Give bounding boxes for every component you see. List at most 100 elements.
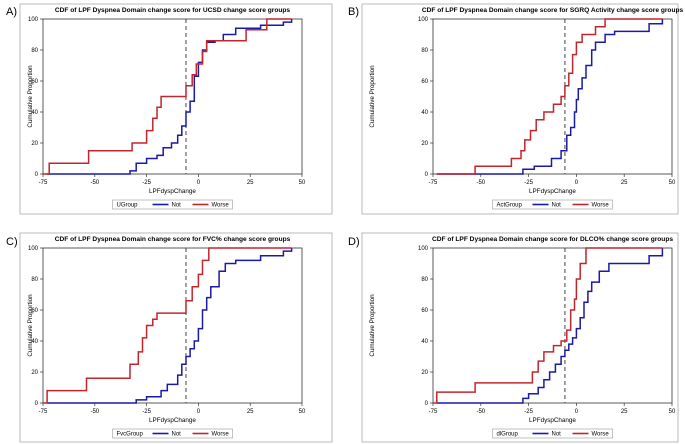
y-tick-label: 60 bbox=[421, 79, 428, 85]
x-tick-label: 0 bbox=[575, 409, 579, 415]
legend-label-not: Not bbox=[172, 432, 182, 438]
y-tick-label: 100 bbox=[28, 17, 39, 23]
series-not-line bbox=[47, 248, 293, 404]
y-tick-label: 80 bbox=[31, 48, 38, 54]
series-worse-line bbox=[436, 18, 663, 175]
y-axis-label: Cumulative Proportion bbox=[369, 294, 376, 357]
legend-title: ActGroup bbox=[497, 203, 523, 209]
x-tick-label: -75 bbox=[429, 409, 438, 415]
legend-label-not: Not bbox=[552, 203, 562, 209]
legend-label-worse: Worse bbox=[592, 432, 610, 438]
y-axis-label: Cumulative Proportion bbox=[27, 65, 34, 128]
plot-area bbox=[432, 18, 673, 175]
x-tick-label: -25 bbox=[524, 180, 533, 186]
x-tick-label: -25 bbox=[524, 409, 533, 415]
x-tick-label: 0 bbox=[197, 409, 201, 415]
y-tick-label: 20 bbox=[31, 141, 38, 147]
y-tick-label: 20 bbox=[421, 141, 428, 147]
series-worse-line bbox=[43, 18, 292, 175]
legend-label-worse: Worse bbox=[212, 432, 230, 438]
x-tick-label: 0 bbox=[575, 180, 579, 186]
y-tick-label: 60 bbox=[31, 308, 38, 314]
chart-title: CDF of LPF Dyspnea Domain change score f… bbox=[55, 236, 291, 243]
panel-frame bbox=[19, 232, 333, 443]
plot-area bbox=[432, 247, 673, 404]
chart-title: CDF of LPF Dyspnea Domain change score f… bbox=[422, 7, 684, 14]
chart-title: CDF of LPF Dyspnea Domain change score f… bbox=[432, 236, 673, 243]
chart-panel-3: CDF of LPF Dyspnea Domain change score f… bbox=[19, 232, 333, 443]
x-tick-label: -50 bbox=[476, 180, 485, 186]
plot-area bbox=[42, 247, 303, 404]
series-not-line bbox=[436, 248, 664, 404]
x-tick-label: 0 bbox=[197, 180, 201, 186]
y-tick-label: 0 bbox=[425, 172, 429, 178]
legend-title: FvcGroup bbox=[117, 432, 144, 438]
y-tick-label: 40 bbox=[31, 110, 38, 116]
y-tick-label: 0 bbox=[425, 401, 429, 407]
x-axis-label: LPFdyspChange bbox=[529, 417, 576, 424]
x-tick-label: -50 bbox=[90, 180, 99, 186]
x-tick-label: -75 bbox=[39, 180, 48, 186]
legend-title: UGroup bbox=[117, 203, 139, 209]
panel-frame bbox=[19, 3, 333, 215]
chart-panel-4: CDF of LPF Dyspnea Domain change score f… bbox=[361, 232, 679, 443]
y-tick-label: 100 bbox=[418, 17, 429, 23]
legend-box bbox=[112, 199, 233, 210]
y-tick-label: 40 bbox=[421, 110, 428, 116]
x-tick-label: 25 bbox=[247, 409, 254, 415]
series-not-line bbox=[47, 19, 293, 175]
legend-title: dlGroup bbox=[497, 432, 519, 438]
y-tick-label: 0 bbox=[35, 401, 39, 407]
y-tick-label: 20 bbox=[421, 370, 428, 376]
x-tick-label: 50 bbox=[669, 180, 676, 186]
x-tick-label: 50 bbox=[299, 409, 306, 415]
chart-panel-2: CDF of LPF Dyspnea Domain change score f… bbox=[361, 3, 684, 215]
y-tick-label: 100 bbox=[418, 246, 429, 252]
y-tick-label: 40 bbox=[31, 339, 38, 345]
y-tick-label: 80 bbox=[421, 277, 428, 283]
legend-label-worse: Worse bbox=[212, 203, 230, 209]
x-tick-label: 25 bbox=[621, 409, 628, 415]
y-tick-label: 100 bbox=[28, 246, 39, 252]
legend-label-worse: Worse bbox=[592, 203, 610, 209]
x-axis-label: LPFdyspChange bbox=[529, 188, 576, 195]
x-tick-label: -25 bbox=[142, 180, 151, 186]
x-tick-label: -50 bbox=[90, 409, 99, 415]
chart-panel-1: CDF of LPF Dyspnea Domain change score f… bbox=[19, 3, 333, 215]
x-tick-label: 25 bbox=[247, 180, 254, 186]
series-worse-line bbox=[433, 247, 663, 404]
panel-frame bbox=[361, 232, 679, 443]
series-worse-line bbox=[43, 247, 292, 404]
y-tick-label: 80 bbox=[31, 277, 38, 283]
legend-label-not: Not bbox=[172, 203, 182, 209]
panel-frame bbox=[361, 3, 679, 215]
series-not-line bbox=[436, 19, 664, 175]
panel-label-a: A) bbox=[6, 6, 17, 18]
legend-label-not: Not bbox=[552, 432, 562, 438]
plot-area bbox=[42, 18, 303, 175]
x-tick-label: -75 bbox=[429, 180, 438, 186]
x-tick-label: -50 bbox=[476, 409, 485, 415]
x-tick-label: 25 bbox=[621, 180, 628, 186]
y-axis-label: Cumulative Proportion bbox=[369, 65, 376, 128]
y-axis-label: Cumulative Proportion bbox=[27, 294, 34, 357]
y-tick-label: 80 bbox=[421, 48, 428, 54]
legend-box bbox=[492, 199, 613, 210]
legend-box bbox=[492, 428, 613, 439]
panel-label-c: C) bbox=[6, 236, 18, 248]
x-tick-label: -75 bbox=[39, 409, 48, 415]
x-axis-label: LPFdyspChange bbox=[149, 417, 196, 424]
panel-label-b: B) bbox=[348, 6, 359, 18]
x-tick-label: -25 bbox=[142, 409, 151, 415]
y-tick-label: 60 bbox=[421, 308, 428, 314]
y-tick-label: 40 bbox=[421, 339, 428, 345]
legend-box bbox=[112, 428, 233, 439]
panel-label-d: D) bbox=[348, 236, 360, 248]
chart-title: CDF of LPF Dyspnea Domain change score f… bbox=[55, 7, 291, 14]
y-tick-label: 20 bbox=[31, 370, 38, 376]
y-tick-label: 60 bbox=[31, 79, 38, 85]
x-axis-label: LPFdyspChange bbox=[149, 188, 196, 195]
y-tick-label: 0 bbox=[35, 172, 39, 178]
x-tick-label: 50 bbox=[669, 409, 676, 415]
